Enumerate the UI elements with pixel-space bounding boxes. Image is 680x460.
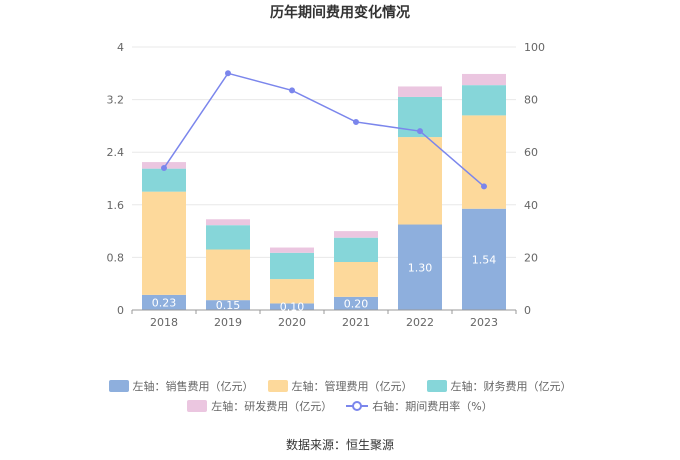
left-tick-label: 1.6 bbox=[107, 199, 125, 212]
line-point bbox=[417, 128, 423, 135]
bar-value-label: 1.30 bbox=[408, 261, 433, 274]
left-tick-label: 2.4 bbox=[107, 146, 125, 159]
data-labels: 0.23 0.15 0.10 0.20 1.30 1.54 bbox=[152, 253, 497, 313]
legend: 左轴：销售费用（亿元） 左轴：管理费用（亿元） 左轴：财务费用（亿元） 左轴：研发费… bbox=[0, 378, 680, 418]
bar-segment bbox=[206, 225, 250, 250]
right-tick-label: 0 bbox=[524, 304, 531, 317]
bar-value-label: 0.15 bbox=[216, 299, 241, 312]
legend-row-1: 左轴：销售费用（亿元） 左轴：管理费用（亿元） 左轴：财务费用（亿元） bbox=[0, 378, 680, 394]
line-point bbox=[481, 183, 487, 190]
legend-swatch bbox=[108, 380, 129, 392]
grid-lines bbox=[132, 46, 516, 258]
bar-segment bbox=[334, 237, 378, 263]
legend-label: 右轴：期间费用率（%） bbox=[372, 400, 493, 413]
bar-segment bbox=[398, 224, 442, 310]
legend-item[interactable]: 左轴：管理费用（亿元） bbox=[267, 378, 413, 394]
left-tick-label: 0.8 bbox=[107, 251, 125, 264]
x-tick-label: 2020 bbox=[278, 316, 306, 329]
bar-segment bbox=[462, 73, 506, 86]
legend-item[interactable]: 左轴：销售费用（亿元） bbox=[108, 378, 254, 394]
bar-value-label: 0.23 bbox=[152, 296, 177, 309]
legend-item[interactable]: 左轴：研发费用（亿元） bbox=[187, 398, 332, 414]
bar-segment bbox=[142, 294, 186, 310]
line-point bbox=[225, 70, 231, 77]
bar-segment bbox=[334, 262, 378, 297]
legend-label: 左轴：研发费用（亿元） bbox=[211, 400, 333, 413]
expense-rate-line bbox=[163, 72, 485, 187]
x-tick-label: 2022 bbox=[406, 316, 434, 329]
right-tick-label: 20 bbox=[524, 251, 538, 264]
legend-label: 左轴：财务费用（亿元） bbox=[450, 380, 572, 393]
bar-segment bbox=[398, 86, 442, 97]
bar-segment bbox=[142, 168, 186, 192]
right-tick-label: 40 bbox=[524, 199, 538, 212]
legend-item[interactable]: 右轴：期间费用率（%） bbox=[346, 398, 493, 414]
bar-series bbox=[142, 73, 506, 310]
x-tick-label: 2019 bbox=[214, 316, 242, 329]
bar-segment bbox=[206, 219, 250, 226]
legend-swatch bbox=[426, 380, 447, 392]
x-tick-label: 2021 bbox=[342, 316, 370, 329]
line-series bbox=[161, 70, 487, 190]
bar-segment bbox=[206, 300, 250, 310]
bar-segment bbox=[462, 208, 506, 310]
x-tick-label: 2023 bbox=[470, 316, 498, 329]
legend-line-marker bbox=[346, 400, 369, 412]
chart-title: 历年期间费用变化情况 bbox=[270, 4, 410, 21]
chart-canvas: 历年期间费用变化情况 00.81.62.43.24020406080100201… bbox=[107, 4, 546, 329]
bar-segment bbox=[462, 115, 506, 209]
bar-segment bbox=[398, 137, 442, 225]
right-tick-label: 60 bbox=[524, 146, 538, 159]
bar-segment bbox=[270, 247, 314, 253]
legend-label: 左轴：管理费用（亿元） bbox=[291, 380, 413, 393]
x-tick-label: 2018 bbox=[150, 316, 178, 329]
line-point bbox=[289, 87, 295, 94]
bar-segment bbox=[462, 85, 506, 116]
left-tick-label: 4 bbox=[117, 41, 124, 54]
right-tick-label: 80 bbox=[524, 94, 538, 107]
bar-segment bbox=[270, 279, 314, 304]
bar-segment bbox=[334, 296, 378, 310]
bar-value-label: 0.10 bbox=[280, 301, 305, 314]
bar-segment bbox=[270, 252, 314, 280]
bar-segment bbox=[334, 231, 378, 238]
legend-swatch bbox=[187, 400, 208, 412]
legend-label: 左轴：销售费用（亿元） bbox=[132, 380, 254, 393]
line-point bbox=[161, 164, 167, 171]
left-tick-label: 3.2 bbox=[107, 94, 125, 107]
legend-row-2: 左轴：研发费用（亿元） 右轴：期间费用率（%） bbox=[0, 398, 680, 414]
bar-segment bbox=[142, 191, 186, 295]
bar-segment bbox=[206, 249, 250, 301]
left-tick-label: 0 bbox=[117, 304, 124, 317]
line-point bbox=[353, 118, 359, 125]
legend-swatch bbox=[267, 380, 288, 392]
bar-value-label: 0.20 bbox=[344, 297, 369, 310]
legend-item[interactable]: 左轴：财务费用（亿元） bbox=[426, 378, 572, 394]
right-tick-label: 100 bbox=[524, 41, 545, 54]
bar-segment bbox=[270, 303, 314, 310]
bar-value-label: 1.54 bbox=[472, 253, 497, 266]
data-source: 数据来源：恒生聚源 bbox=[285, 438, 394, 452]
